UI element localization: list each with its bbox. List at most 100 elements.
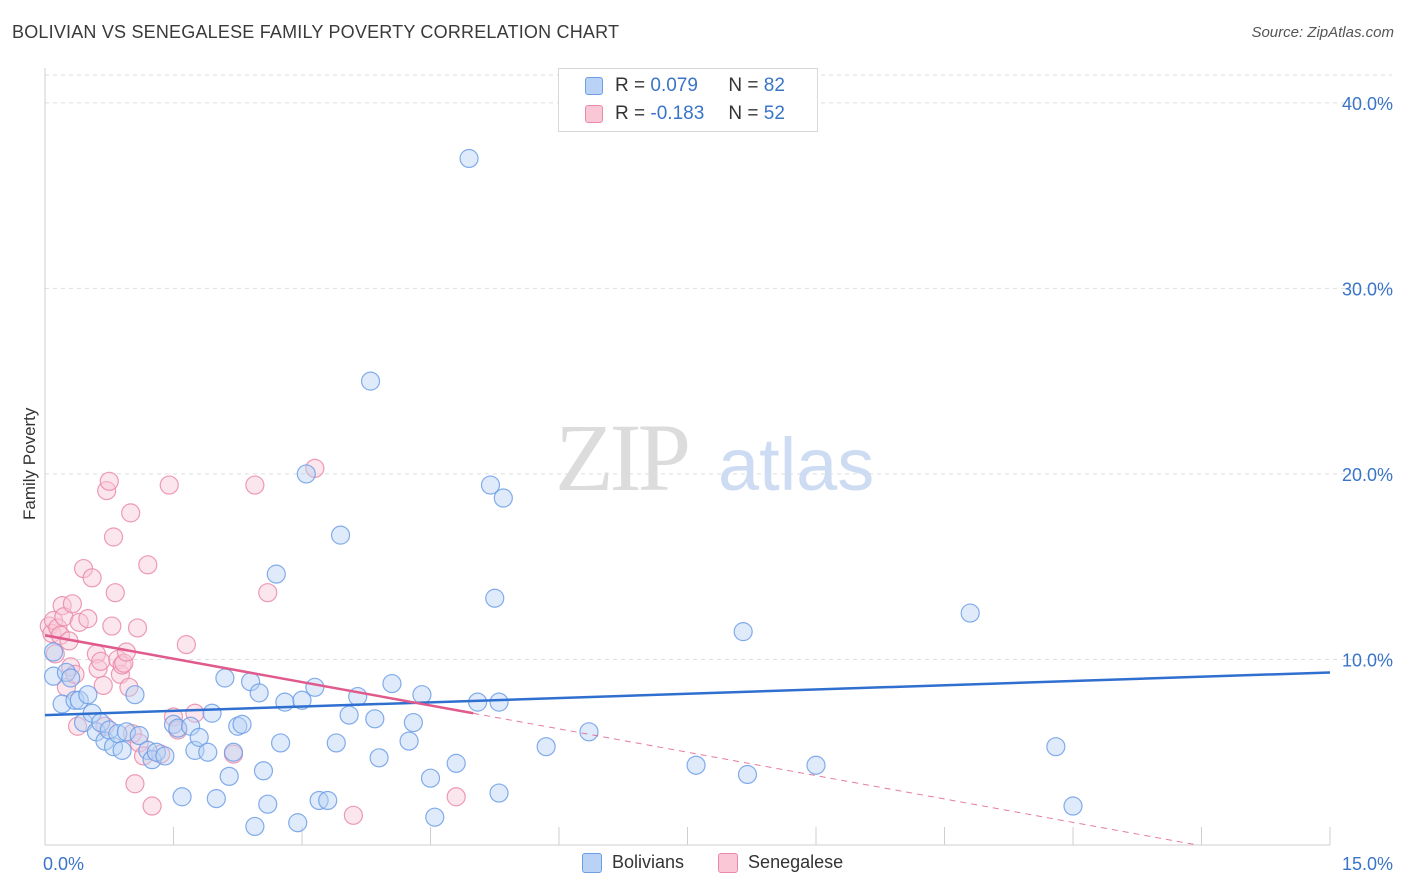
point-bolivians [360,371,381,391]
point-bolivians [266,564,286,584]
r-label: R = [615,103,646,124]
n-label: N = [728,103,759,124]
point-senegalese [99,471,119,491]
r-value: 0.079 [650,75,698,96]
trend-extension-senegalese [473,712,1198,846]
r-label: R = [615,75,646,96]
point-senegalese [121,503,141,523]
watermark-zip: ZIP [555,404,688,511]
point-bolivians [61,668,81,688]
point-bolivians [258,794,278,814]
point-senegalese [102,616,122,636]
point-bolivians [412,685,432,705]
tick-labels: 10.0% 20.0% 30.0% 40.0% 0.0% 15.0% [43,94,1393,874]
x-tick-label: 0.0% [43,854,84,874]
point-bolivians [219,766,239,786]
point-bolivians [78,685,98,705]
point-bolivians [112,740,132,760]
point-senegalese [103,527,124,547]
point-bolivians [43,666,64,686]
point-bolivians [206,789,226,809]
point-bolivians [129,725,149,746]
x-tick-label: 15.0% [1342,854,1393,874]
legend-label: Senegalese [748,852,844,872]
point-bolivians [1063,796,1083,816]
point-senegalese [67,716,88,736]
legend-swatch-blue [582,852,602,873]
point-senegalese [446,787,466,807]
point-bolivians [493,488,513,508]
point-bolivians [202,703,222,723]
point-bolivians [480,475,501,495]
point-bolivians [382,673,402,694]
point-senegalese [125,774,145,794]
point-bolivians [339,705,359,725]
point-senegalese [245,475,265,495]
point-senegalese [176,635,196,655]
point-bolivians [536,737,556,757]
point-bolivians [116,722,136,742]
point-bolivians [960,603,980,623]
point-bolivians [485,588,505,608]
point-bolivians [292,690,312,710]
r-value: -0.183 [650,103,705,124]
legend-row-bolivians: R = 0.079 N = 82 [585,73,785,99]
point-bolivians [155,746,175,766]
y-tick-label: 10.0% [1342,650,1393,670]
point-senegalese [138,555,158,575]
legend-swatch-pink [585,105,603,123]
point-bolivians [270,733,291,753]
source-label: Source: ZipAtlas.com [1251,24,1394,41]
point-bolivians [245,816,265,837]
point-bolivians [296,464,316,484]
point-bolivians [459,148,479,169]
legend-label: Bolivians [612,852,685,872]
series-legend: Bolivians Senegalese [582,852,877,873]
point-bolivians [318,790,338,811]
point-bolivians [489,783,509,803]
gridlines [45,74,1392,660]
point-senegalese [82,568,102,588]
watermark-atlas: atlas [718,423,874,506]
y-tick-label: 20.0% [1342,465,1393,485]
point-senegalese [142,796,162,816]
point-senegalese [105,583,125,603]
legend-item-bolivians: Bolivians [582,852,684,873]
trend-lines [44,634,1331,846]
n-value: 82 [763,75,785,96]
y-tick-label: 40.0% [1342,94,1393,114]
point-bolivians [446,753,466,773]
point-bolivians [806,755,826,775]
point-bolivians [223,742,244,762]
legend-swatch-blue [585,77,603,95]
point-bolivians [686,755,706,775]
point-senegalese [343,805,363,825]
point-bolivians [249,683,269,703]
point-bolivians [198,742,218,762]
point-bolivians [1046,737,1066,757]
point-bolivians [232,714,252,734]
point-bolivians [330,525,351,545]
point-bolivians [43,642,64,662]
point-bolivians [425,807,445,827]
chart-title: BOLIVIAN VS SENEGALESE FAMILY POVERTY CO… [12,22,620,42]
point-bolivians [403,712,423,733]
point-bolivians [189,727,209,747]
point-bolivians [125,685,145,705]
point-bolivians [733,622,753,642]
watermark: ZIP atlas [555,404,874,511]
legend-row-senegalese: R = -0.183 N = 52 [585,101,785,127]
point-bolivians [489,692,509,712]
legend-item-senegalese: Senegalese [718,852,843,873]
data-points [39,148,1083,837]
point-bolivians [288,813,308,833]
point-bolivians [369,748,389,768]
point-senegalese [78,609,98,629]
point-bolivians [420,768,441,788]
point-bolivians [399,731,419,751]
point-bolivians [737,764,758,785]
correlation-legend: R = 0.079 N = 82 R = -0.183 N = 52 [558,68,818,132]
point-senegalese [127,618,148,638]
point-senegalese [93,675,113,696]
